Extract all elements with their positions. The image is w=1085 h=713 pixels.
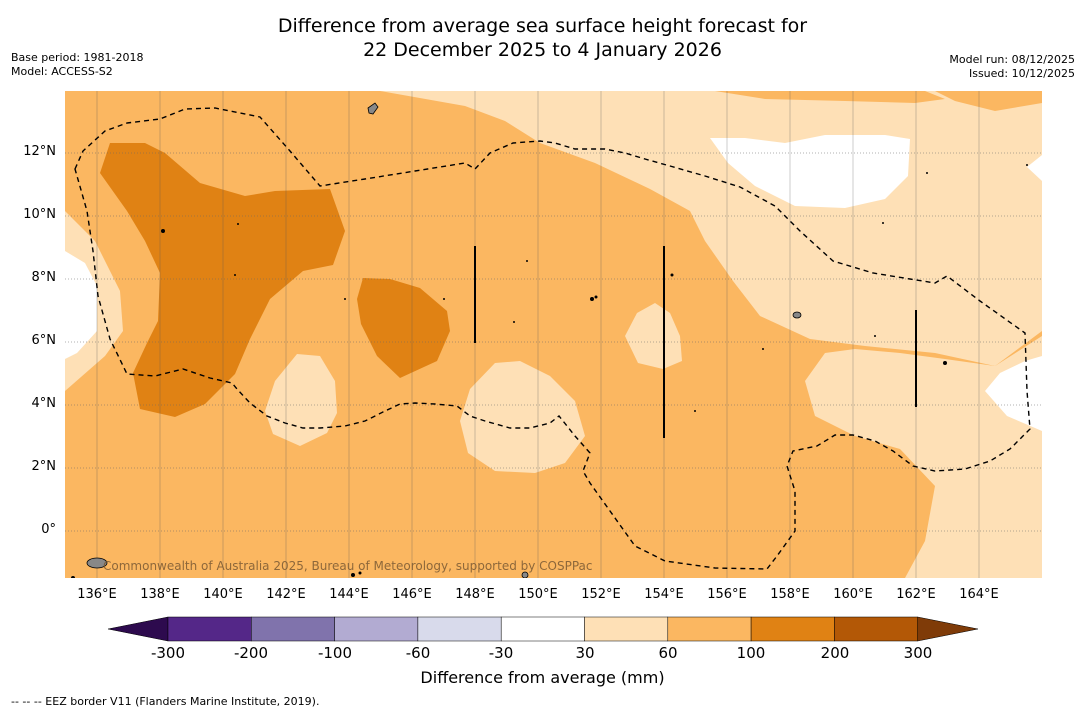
light-region-se (805, 336, 1042, 578)
dark-region-mid (357, 278, 450, 378)
colorbar-arrow-left (108, 616, 169, 642)
y-axis-label-2n: 2°N (31, 459, 57, 474)
colorbar-arrow-right (917, 616, 978, 642)
chart-title: Difference from average sea surface heig… (0, 14, 1085, 62)
x-axis-label-154e: 154°E (644, 587, 684, 602)
white-region-east (985, 356, 1042, 431)
x-axis-label-150e: 150°E (518, 587, 558, 602)
colorbar-label-3: -60 (405, 644, 431, 662)
dark-region-west (100, 143, 345, 417)
y-axis-label-10n: 10°N (23, 207, 56, 222)
y-axis-label-4n: 4°N (31, 396, 57, 411)
white-region-west (65, 251, 97, 359)
footnote: -- -- -- EEZ border V11 (Flanders Marine… (11, 695, 320, 708)
watermark: Commonwealth of Australia 2025, Bureau o… (103, 559, 593, 573)
eez-border (74, 107, 1031, 570)
y-axis-label-12n: 12°N (23, 144, 56, 159)
y-axis-label-6n: 6°N (31, 333, 57, 348)
island-east (792, 311, 802, 319)
colorbar-label-0: -300 (150, 644, 186, 662)
model-run: Model run: 08/12/2025 (949, 53, 1075, 66)
x-axis-label-152e: 152°E (581, 587, 621, 602)
colorbar-label-5: 30 (575, 644, 595, 662)
colorbar-segment-5 (500, 616, 585, 642)
x-axis-label-138e: 138°E (140, 587, 180, 602)
x-axis-label-158e: 158°E (770, 587, 810, 602)
light-blob-center (460, 361, 585, 473)
island-nw (367, 102, 379, 115)
colorbar-segment-8 (750, 616, 835, 642)
medium-band-topright (935, 91, 1042, 111)
x-axis-label-160e: 160°E (833, 587, 873, 602)
x-axis-label-156e: 156°E (707, 587, 747, 602)
x-axis-label-162e: 162°E (896, 587, 936, 602)
grid-lines-vertical (96, 91, 980, 578)
light-blob-east (625, 303, 682, 369)
x-axis-label-142e: 142°E (266, 587, 306, 602)
x-axis-label-146e: 146°E (392, 587, 432, 602)
issued-date: Issued: 10/12/2025 (968, 67, 1075, 80)
x-axis-label-140e: 140°E (203, 587, 243, 602)
colorbar-label-7: 100 (736, 644, 766, 662)
x-axis-label-136e: 136°E (77, 587, 117, 602)
colorbar-segment-9 (834, 616, 918, 642)
colorbar-title: Difference from average (mm) (420, 668, 665, 687)
small-island-dots (71, 164, 1028, 578)
colorbar-segment-2 (251, 616, 335, 642)
map-canvas: Commonwealth of Australia 2025, Bureau o… (65, 91, 1042, 578)
medium-band-top (715, 91, 945, 103)
colorbar-segment-6 (584, 616, 669, 642)
colorbar-segment-7 (667, 616, 752, 642)
colorbar-label-9: 300 (903, 644, 933, 662)
island-bottom (521, 571, 529, 578)
colorbar-label-2: -100 (317, 644, 353, 662)
y-axis-label-0: 0° (41, 522, 56, 537)
colorbar-segment-4 (417, 616, 502, 642)
colorbar-segment-1 (167, 616, 252, 642)
colorbar-segment-3 (334, 616, 419, 642)
light-blob-mid (265, 354, 337, 446)
title-line-2: 22 December 2025 to 4 January 2026 (363, 39, 722, 61)
x-axis-label-144e: 144°E (329, 587, 369, 602)
colorbar-label-6: 60 (658, 644, 678, 662)
white-region-ne-edge (1027, 155, 1042, 181)
title-line-1: Difference from average sea surface heig… (277, 15, 808, 37)
base-period: Base period: 1981-2018 (11, 51, 144, 64)
y-axis-label-8n: 8°N (31, 270, 57, 285)
x-axis-label-164e: 164°E (959, 587, 999, 602)
grid-lines (65, 152, 1042, 532)
colorbar-label-4: -30 (488, 644, 514, 662)
island-south-west (86, 557, 108, 569)
meta-right: Model run: 08/12/2025 Issued: 10/12/2025 (949, 53, 1075, 81)
islands (86, 102, 802, 578)
x-axis-label-148e: 148°E (455, 587, 495, 602)
colorbar (108, 616, 978, 642)
marker-lines (474, 246, 917, 438)
meta-left: Base period: 1981-2018 Model: ACCESS-S2 (11, 51, 143, 79)
model-name: Model: ACCESS-S2 (11, 65, 113, 78)
colorbar-label-8: 200 (820, 644, 850, 662)
colorbar-label-1: -200 (233, 644, 269, 662)
